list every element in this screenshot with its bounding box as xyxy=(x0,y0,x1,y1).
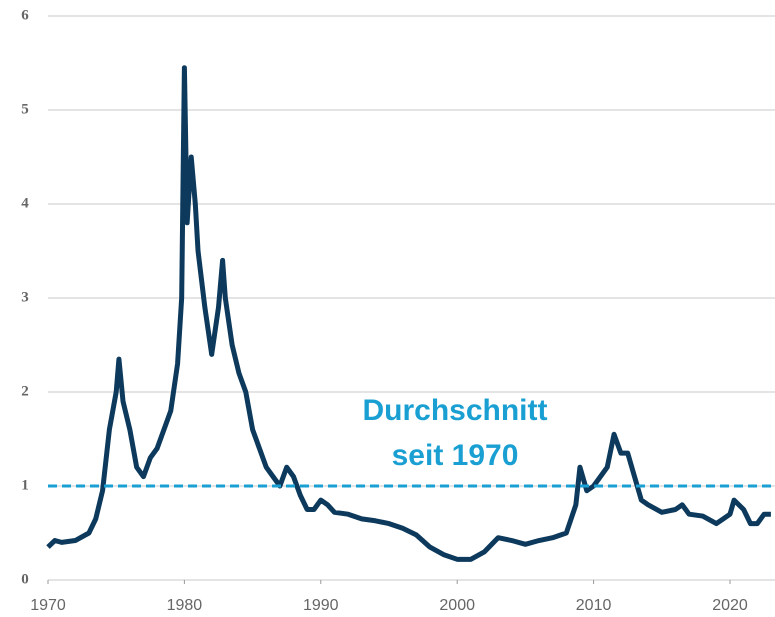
annotation: seit 1970 xyxy=(392,439,519,472)
y-tick-label: 5 xyxy=(21,101,29,117)
x-tick-label: 1980 xyxy=(167,597,203,614)
x-tick-label: 2000 xyxy=(439,597,475,614)
annotation: Durchschnitt xyxy=(362,394,547,427)
y-tick-label: 1 xyxy=(21,477,29,493)
y-tick-label: 3 xyxy=(21,289,29,305)
y-tick-label: 4 xyxy=(21,195,29,211)
x-tick-label: 1990 xyxy=(303,597,339,614)
y-tick-label: 0 xyxy=(21,571,29,587)
data-line xyxy=(46,65,771,562)
y-tick-label: 2 xyxy=(21,383,29,399)
x-tick-label: 1970 xyxy=(30,597,66,614)
x-tick-label: 2020 xyxy=(712,597,748,614)
x-tick-label: 2010 xyxy=(576,597,612,614)
y-tick-label: 6 xyxy=(21,7,29,23)
